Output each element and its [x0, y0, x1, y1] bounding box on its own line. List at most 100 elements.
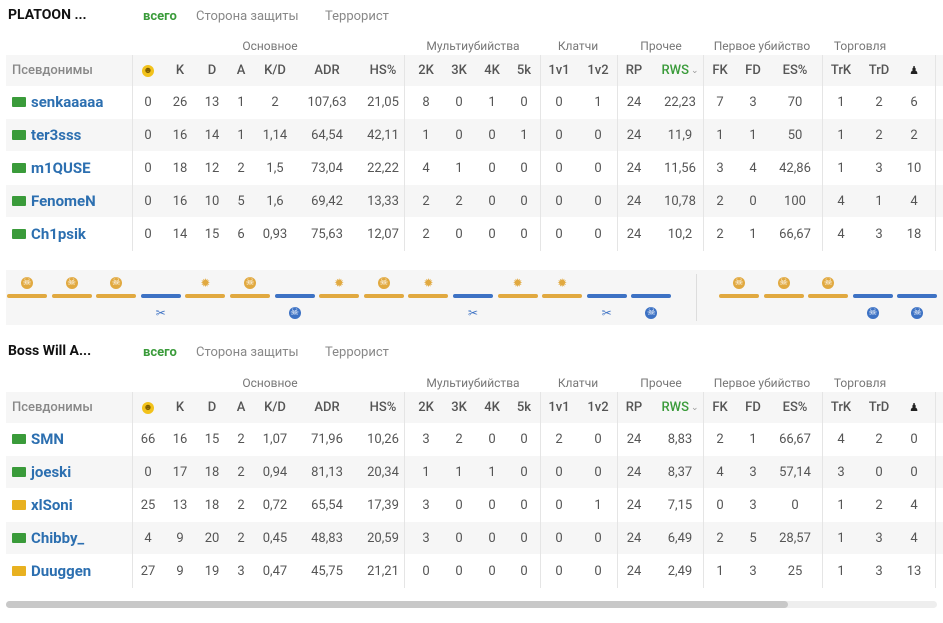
header-k5[interactable]: 5k: [516, 63, 532, 78]
round-bar-t[interactable]: [363, 294, 404, 298]
header-trk[interactable]: TrK: [830, 63, 852, 78]
round-bar-t[interactable]: [542, 294, 583, 298]
stat-k: 16: [172, 127, 188, 143]
header-k2[interactable]: 2K: [418, 400, 434, 415]
round-bar-t[interactable]: [7, 294, 47, 298]
round-bar-t[interactable]: [408, 294, 449, 298]
header-trd[interactable]: TrD: [868, 400, 890, 415]
round-bar-t[interactable]: [719, 294, 759, 298]
stat-kd: 1,6: [266, 193, 284, 209]
group-header-main: Основное: [242, 376, 298, 390]
tab-t-team2[interactable]: Террорист: [325, 345, 389, 360]
header-k4[interactable]: 4K: [484, 63, 500, 78]
stat-rws: 22,23: [664, 94, 696, 110]
round-bar-t[interactable]: [808, 294, 849, 298]
header-k4[interactable]: 4K: [484, 400, 500, 415]
header-last[interactable]: ♟: [904, 55, 924, 86]
header-v1[interactable]: 1v1: [548, 400, 570, 415]
header-adr[interactable]: ADR: [314, 63, 340, 78]
round-bar-ct[interactable]: [274, 294, 315, 298]
stat-fd: 3: [749, 94, 757, 110]
header-adr[interactable]: ADR: [314, 400, 340, 415]
stat-rp: 24: [626, 431, 642, 447]
group-header-clutch: Клатчи: [557, 376, 599, 390]
horizontal-scrollbar-thumb[interactable]: [6, 601, 788, 608]
stat-trd: 0: [875, 464, 883, 480]
stat-trd: 2: [875, 127, 883, 143]
header-smile[interactable]: ☻: [139, 392, 157, 423]
header-v2[interactable]: 1v2: [587, 400, 609, 415]
round-bar-ct[interactable]: [852, 294, 893, 298]
header-hs[interactable]: HS%: [369, 63, 397, 78]
stat-k2: 1: [422, 464, 430, 480]
header-v1[interactable]: 1v1: [548, 63, 570, 78]
player-name-link[interactable]: joeski: [12, 456, 71, 488]
header-kd[interactable]: K/D: [264, 63, 286, 78]
header-hs[interactable]: HS%: [369, 400, 397, 415]
tab-t-team1[interactable]: Террорист: [325, 9, 389, 24]
stat-hs: 42,11: [367, 127, 399, 143]
header-d[interactable]: D: [207, 63, 217, 78]
column-divider: [132, 55, 133, 251]
stat-d: 20: [204, 530, 220, 546]
header-trd[interactable]: TrD: [868, 63, 890, 78]
round-bar-t[interactable]: [319, 294, 360, 298]
tab-ct-team2[interactable]: Сторона защиты: [196, 345, 299, 360]
header-fd[interactable]: FD: [745, 400, 761, 415]
player-name-link[interactable]: Ch1psik: [12, 218, 86, 250]
header-d[interactable]: D: [207, 400, 217, 415]
header-rws[interactable]: RWS ⌄: [661, 63, 699, 78]
player-name-link[interactable]: xlSoni: [12, 489, 73, 521]
header-k[interactable]: K: [175, 63, 185, 78]
stat-rp: 24: [626, 127, 642, 143]
round-bar-ct[interactable]: [586, 294, 627, 298]
header-es[interactable]: ES%: [782, 400, 808, 415]
header-a[interactable]: A: [236, 63, 246, 78]
header-k5[interactable]: 5k: [516, 400, 532, 415]
player-name-link[interactable]: FenomeN: [12, 185, 96, 217]
player-name-link[interactable]: SMN: [12, 423, 64, 455]
header-rp[interactable]: RP: [625, 63, 643, 78]
header-v2[interactable]: 1v2: [587, 63, 609, 78]
header-kd[interactable]: K/D: [264, 400, 286, 415]
round-bar-t[interactable]: [230, 294, 270, 298]
header-last[interactable]: ♟: [904, 392, 924, 423]
round-bar-ct[interactable]: [453, 294, 493, 298]
round-bar-t[interactable]: [763, 294, 804, 298]
player-name-link[interactable]: Duuggen: [12, 555, 91, 587]
round-bar-ct[interactable]: [631, 294, 672, 298]
header-fd[interactable]: FD: [745, 63, 761, 78]
stat-hs: 10,26: [367, 431, 399, 447]
header-k2[interactable]: 2K: [418, 63, 434, 78]
team2-name: Boss Will A...: [8, 343, 92, 359]
pawn-icon: ♟: [909, 401, 919, 414]
header-k3[interactable]: 3K: [451, 63, 467, 78]
player-name-link[interactable]: senkaaaaa: [12, 86, 103, 118]
stat-last: 0: [910, 464, 918, 480]
header-es[interactable]: ES%: [782, 63, 808, 78]
round-bar-ct[interactable]: [897, 294, 938, 298]
column-divider: [703, 392, 704, 588]
header-fk[interactable]: FK: [712, 63, 728, 78]
header-rws[interactable]: RWS ⌄: [661, 400, 699, 415]
tab-all-team1[interactable]: всего: [143, 9, 177, 24]
header-smile[interactable]: ☻: [139, 55, 157, 86]
header-k[interactable]: K: [175, 400, 185, 415]
round-bar-t[interactable]: [51, 294, 92, 298]
header-a[interactable]: A: [236, 400, 246, 415]
stat-a: 2: [237, 530, 245, 546]
round-bar-t[interactable]: [96, 294, 137, 298]
header-k3[interactable]: 3K: [451, 400, 467, 415]
stat-k5: 1: [520, 127, 528, 143]
header-trk[interactable]: TrK: [830, 400, 852, 415]
tab-ct-team1[interactable]: Сторона защиты: [196, 9, 299, 24]
player-name-link[interactable]: ter3sss: [12, 119, 81, 151]
header-rp[interactable]: RP: [625, 400, 643, 415]
player-name-link[interactable]: m1QUSE: [12, 152, 91, 184]
round-bar-t[interactable]: [185, 294, 226, 298]
round-bar-t[interactable]: [497, 294, 538, 298]
player-name-link[interactable]: Chibby_: [12, 522, 84, 554]
header-fk[interactable]: FK: [712, 400, 728, 415]
tab-all-team2[interactable]: всего: [143, 345, 177, 360]
round-bar-ct[interactable]: [140, 294, 181, 298]
